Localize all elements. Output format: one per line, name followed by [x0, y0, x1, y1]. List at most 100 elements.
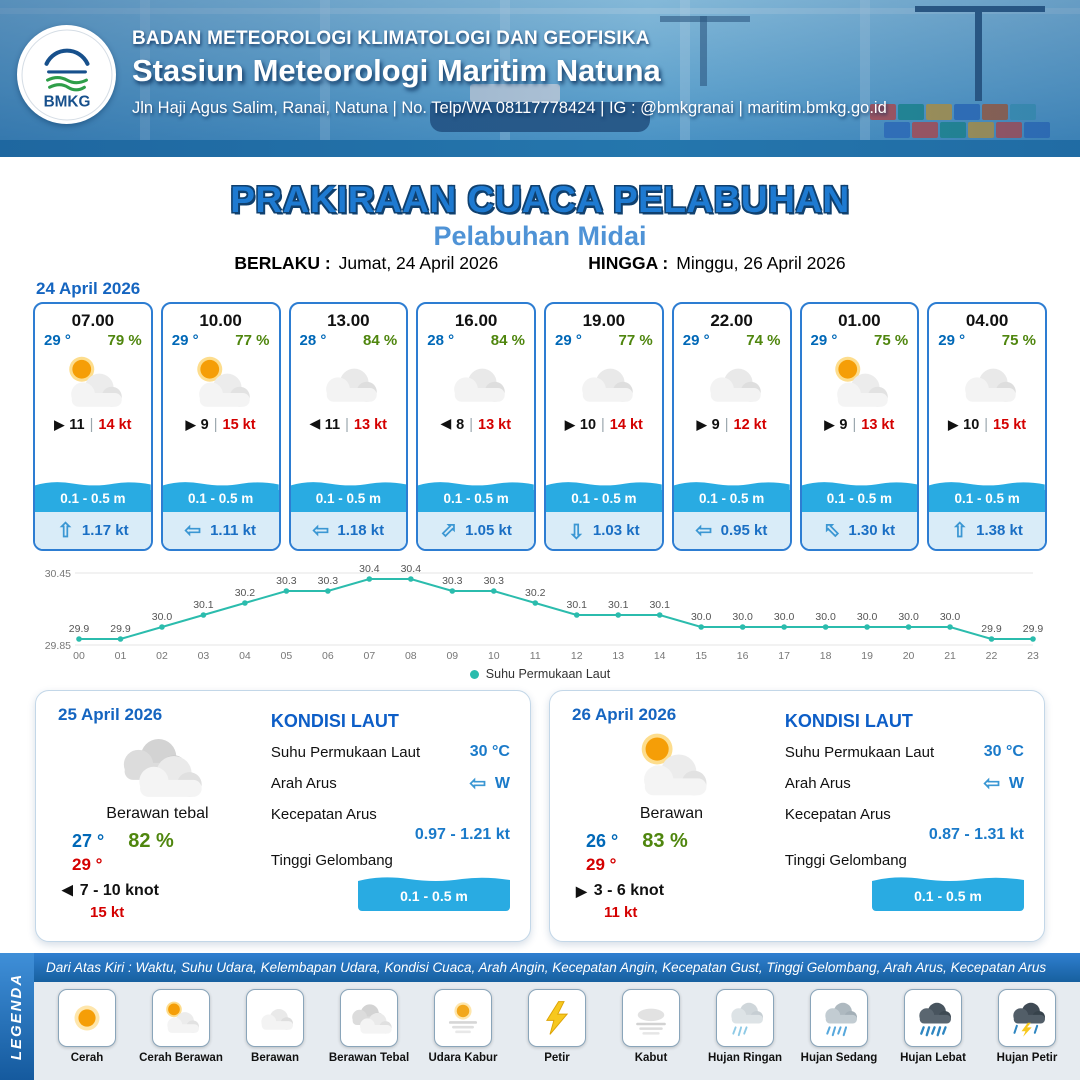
current-speed-label: Kecepatan Arus	[270, 806, 377, 823]
svg-text:15: 15	[695, 650, 707, 662]
forecast-card: 22.00 29 ° 74 % ▶ 9 | 12 kt 0.1 - 0.5 m …	[671, 302, 792, 551]
current-direction-label: Arah Arus	[270, 775, 337, 792]
wave-height-band: 0.1 - 0.5 m	[357, 874, 510, 911]
current-direction-value: ⇧ W	[468, 771, 510, 796]
legend-item: Hujan Ringan	[698, 989, 792, 1080]
chart-legend: Suhu Permukaan Laut	[0, 667, 1080, 681]
legend-item: Cerah	[40, 989, 134, 1080]
svg-text:30.1: 30.1	[649, 599, 670, 611]
humidity: 84 %	[363, 332, 398, 349]
wind-row: ▶ 10 | 14 kt	[565, 417, 643, 433]
separator: |	[984, 417, 989, 433]
svg-text:30.4: 30.4	[359, 563, 380, 575]
wind-direction-icon: ▶	[948, 417, 959, 432]
weather-icon	[564, 351, 644, 415]
legend-item: Berawan	[228, 989, 322, 1080]
wave-height-row: Tinggi Gelombang 0.1 - 0.5 m	[271, 852, 510, 911]
daily-date: 26 April 2026	[572, 705, 677, 724]
svg-text:30.1: 30.1	[193, 599, 214, 611]
svg-text:30.0: 30.0	[815, 611, 836, 623]
forecast-card: 16.00 28 ° 84 % ▶ 8 | 13 kt 0.1 - 0.5 m …	[416, 302, 536, 551]
wave-height-band: 0.1 - 0.5 m	[673, 479, 790, 512]
svg-text:30.0: 30.0	[857, 611, 878, 623]
bmkg-logo: BMKG	[17, 25, 116, 124]
sst-value: 30 °C	[469, 743, 510, 760]
daily-temp-row: 26 ° 83 %	[572, 830, 771, 853]
separator: |	[469, 417, 474, 433]
current-speed-row: Kecepatan Arus 0.87 - 1.31 kt	[785, 806, 1024, 844]
wind-range: 3 - 6 knot	[593, 882, 665, 899]
svg-text:18: 18	[820, 650, 832, 662]
temp-humidity-row: 29 ° 79 %	[35, 331, 151, 349]
wind-speed: 9	[711, 417, 720, 433]
wind-row: ▶ 11 | 14 kt	[54, 417, 131, 433]
gust-speed: 15 kt	[222, 417, 256, 433]
gust-speed: 14 kt	[98, 417, 132, 433]
gust-speed: 13 kt	[861, 417, 895, 433]
weather-icon	[53, 351, 133, 415]
svg-text:17: 17	[778, 650, 790, 662]
wind-speed: 11	[324, 417, 341, 433]
wave-height: 0.1 - 0.5 m	[418, 490, 534, 512]
gust-speed: 15 kt	[90, 904, 125, 921]
legend-item-label: Udara Kabur	[428, 1052, 498, 1064]
wave-curve	[418, 482, 534, 490]
daily-forecast-card: 25 April 2026 Berawan tebal 27 ° 82 % 29…	[35, 690, 531, 942]
wave-height-label: Tinggi Gelombang	[270, 852, 393, 869]
current-row: ⇧ 1.05 kt	[418, 512, 534, 549]
legend-item: Petir	[510, 989, 604, 1080]
air-temperature: 29 °	[171, 332, 199, 349]
current-row: ⇧ 1.18 kt	[290, 512, 407, 549]
svg-text:08: 08	[405, 650, 417, 662]
daily-condition: Berawan	[639, 805, 704, 822]
legend-item: Hujan Sedang	[792, 989, 886, 1080]
forecast-time: 16.00	[454, 311, 498, 330]
current-speed: 1.18 kt	[337, 522, 385, 539]
sea-conditions-column: KONDISI LAUT Suhu Permukaan Laut 30 °C A…	[771, 705, 1024, 925]
wave-curve	[162, 482, 279, 490]
wave-height-label: Tinggi Gelombang	[784, 852, 907, 869]
svg-text:29.9: 29.9	[981, 623, 1002, 635]
air-temperature: 29 °	[682, 332, 710, 349]
wind-range: 7 - 10 knot	[79, 882, 159, 899]
temp-humidity-row: 29 ° 75 %	[802, 331, 918, 349]
forecast-card: 13.00 28 ° 84 % ▶ 11 | 13 kt 0.1 - 0.5 m…	[288, 302, 409, 551]
weather-icon	[692, 351, 772, 415]
svg-text:20: 20	[903, 650, 915, 662]
wind-row: ▶ 9 | 12 kt	[697, 417, 767, 433]
current-speed: 1.05 kt	[465, 522, 512, 539]
gust-speed: 13 kt	[353, 417, 387, 433]
temp-humidity-row: 28 ° 84 %	[291, 331, 407, 349]
gust-speed: 12 kt	[733, 417, 767, 433]
sst-value: 30 °C	[983, 743, 1024, 760]
wind-direction-icon: ▶	[54, 417, 65, 432]
humidity: 82 %	[128, 830, 174, 852]
legend-dot	[469, 669, 479, 679]
hourly-cards-row: 07.00 29 ° 79 % ▶ 11 | 14 kt 0.1 - 0.5 m…	[33, 302, 1047, 551]
wave-height: 0.1 - 0.5 m	[801, 490, 918, 512]
sst-row: Suhu Permukaan Laut 30 °C	[271, 743, 510, 761]
agency-name: BADAN METEOROLOGI KLIMATOLOGI DAN GEOFIS…	[132, 28, 650, 49]
sst-label: Suhu Permukaan Laut	[270, 743, 421, 761]
temp-max: 29 °	[586, 855, 617, 874]
svg-text:10: 10	[488, 650, 500, 662]
daily-temp-row: 27 ° 82 %	[58, 830, 257, 853]
daily-wind-row: ▶ 7 - 10 knot	[58, 882, 257, 900]
current-direction-icon: ⇧	[818, 517, 847, 545]
separator: |	[852, 417, 857, 433]
legend-item-label: Kabut	[634, 1052, 668, 1064]
wave-height-row: Tinggi Gelombang 0.1 - 0.5 m	[785, 852, 1024, 911]
validity-row: BERLAKU : Jumat, 24 April 2026 HINGGA : Mi…	[0, 253, 1080, 274]
legend-item-label: Berawan Tebal	[328, 1052, 410, 1064]
gust-speed: 11 kt	[604, 904, 638, 921]
current-speed: 1.11 kt	[210, 522, 256, 539]
forecast-time: 22.00	[710, 311, 753, 330]
wave-height-band: 0.1 - 0.5 m	[929, 479, 1045, 512]
forecast-time: 19.00	[582, 311, 626, 330]
wind-row: ▶ 9 | 13 kt	[824, 417, 894, 433]
svg-text:30.3: 30.3	[318, 575, 339, 587]
svg-text:29.9: 29.9	[110, 623, 131, 635]
wind-direction-icon: ▶	[696, 417, 707, 432]
temp-humidity-row: 29 ° 74 %	[674, 331, 790, 349]
temp-max: 29 °	[72, 855, 103, 874]
